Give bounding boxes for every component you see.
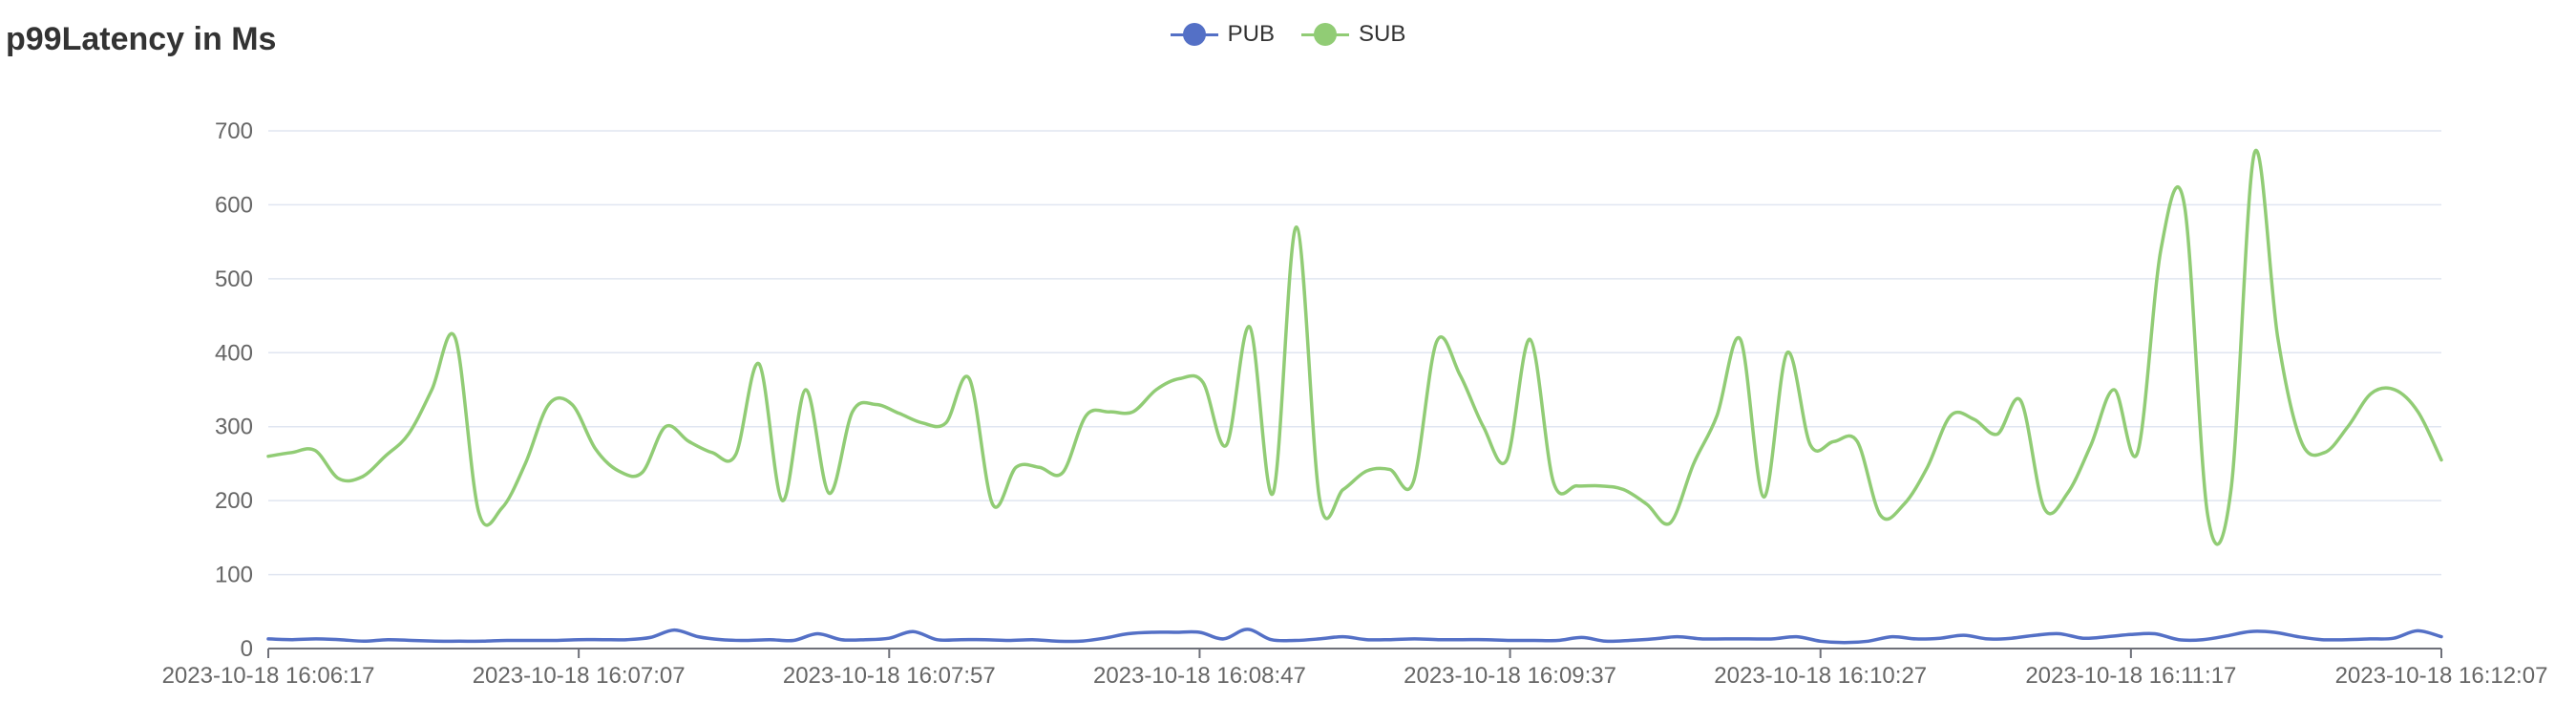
- x-tick-label: 2023-10-18 16:06:17: [162, 663, 375, 689]
- chart-legend: PUB SUB: [0, 21, 2576, 48]
- y-tick-label: 100: [215, 563, 253, 588]
- legend-label-sub: SUB: [1359, 21, 1406, 47]
- x-tick-label: 2023-10-18 16:12:07: [2335, 663, 2548, 689]
- legend-item-sub[interactable]: SUB: [1301, 21, 1405, 48]
- legend-dot-pub: [1182, 23, 1206, 46]
- x-tick-label: 2023-10-18 16:07:57: [783, 663, 996, 689]
- y-tick-label: 200: [215, 488, 253, 514]
- legend-swatch-sub: [1301, 23, 1349, 46]
- y-tick-label: 600: [215, 192, 253, 218]
- y-tick-label: 300: [215, 415, 253, 440]
- y-tick-label: 700: [215, 118, 253, 144]
- y-tick-label: 0: [241, 636, 253, 662]
- legend-dot-sub: [1314, 23, 1337, 46]
- x-tick-label: 2023-10-18 16:08:47: [1093, 663, 1306, 689]
- x-tick-label: 2023-10-18 16:09:37: [1404, 663, 1616, 689]
- legend-swatch-pub: [1170, 23, 1218, 46]
- x-tick-label: 2023-10-18 16:07:07: [473, 663, 686, 689]
- series-line-sub[interactable]: [266, 148, 2443, 546]
- y-tick-label: 400: [215, 340, 253, 366]
- x-tick-label: 2023-10-18 16:11:17: [2025, 663, 2236, 689]
- series-line-pub[interactable]: [266, 628, 2443, 645]
- x-tick-label: 2023-10-18 16:10:27: [1714, 663, 1927, 689]
- legend-item-pub[interactable]: PUB: [1170, 21, 1275, 48]
- y-tick-label: 500: [215, 266, 253, 292]
- chart-title: p99Latency in Ms: [6, 21, 277, 57]
- legend-label-pub: PUB: [1227, 21, 1275, 47]
